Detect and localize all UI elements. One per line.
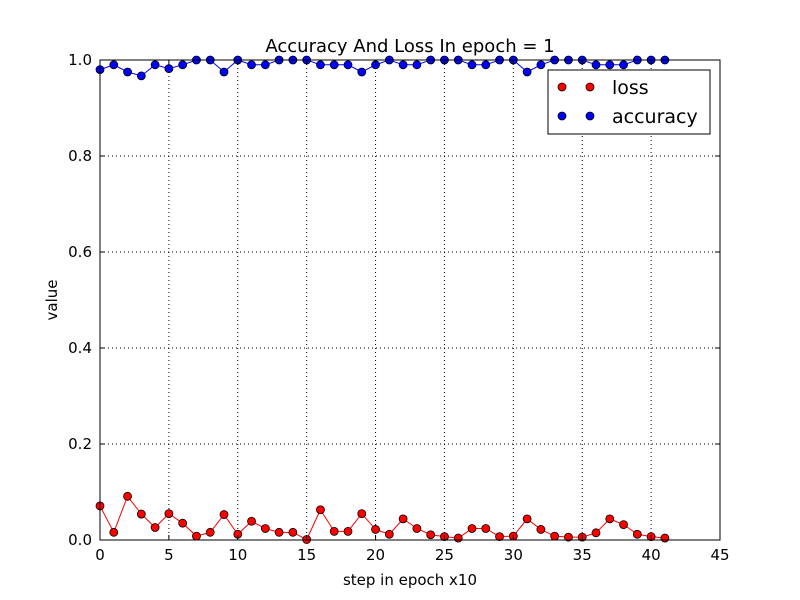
- loss-point: [481, 524, 491, 533]
- loss-point: [205, 527, 215, 537]
- plot-frame: [99, 59, 721, 541]
- loss-point: [219, 510, 229, 519]
- x-tick-label: 30: [504, 546, 523, 564]
- legend-marker-accuracy: [557, 111, 567, 121]
- accuracy-point: [343, 60, 353, 70]
- x-tick-label: 5: [164, 546, 174, 564]
- loss-point: [123, 491, 132, 501]
- accuracy-point: [522, 67, 532, 77]
- loss-point: [398, 514, 408, 524]
- accuracy-point: [467, 60, 477, 70]
- accuracy-point: [260, 60, 270, 70]
- series-accuracy: [95, 55, 670, 81]
- loss-point: [384, 529, 394, 539]
- y-tick-label: 0.4: [68, 339, 92, 357]
- x-tick-label: 35: [573, 546, 592, 564]
- loss-point: [426, 530, 436, 540]
- loss-point: [316, 505, 325, 515]
- loss-point: [632, 529, 642, 539]
- legend-label-loss: loss: [612, 77, 649, 99]
- y-tick-label: 0.2: [68, 435, 92, 453]
- y-tick-label: 0.6: [68, 243, 92, 261]
- loss-point: [660, 533, 670, 543]
- x-tick-label: 40: [642, 546, 661, 564]
- loss-point: [274, 527, 284, 537]
- accuracy-point: [357, 67, 367, 77]
- loss-point: [605, 514, 615, 524]
- x-tick-label: 0: [95, 546, 105, 564]
- x-tick-label: 15: [297, 546, 316, 564]
- loss-point: [591, 528, 601, 538]
- accuracy-point: [316, 60, 325, 70]
- loss-point: [150, 523, 160, 532]
- y-axis-label: value: [43, 280, 61, 321]
- accuracy-point: [136, 71, 146, 81]
- legend-box: [547, 69, 711, 135]
- loss-point: [412, 524, 422, 533]
- legend-marker-loss: [557, 82, 567, 92]
- x-tick-label: 10: [228, 546, 247, 564]
- accuracy-point: [605, 60, 615, 70]
- accuracy-point: [398, 60, 408, 70]
- loss-point: [136, 509, 146, 519]
- accuracy-point: [412, 60, 422, 70]
- x-axis-label: step in epoch x10: [343, 571, 477, 589]
- loss-point: [564, 532, 573, 542]
- accuracy-point: [150, 60, 160, 70]
- accuracy-point: [619, 60, 628, 70]
- y-tick-label: 1.0: [68, 51, 92, 69]
- loss-point: [550, 531, 560, 541]
- y-tick-label: 0.0: [68, 531, 92, 549]
- accuracy-point: [164, 64, 174, 74]
- loss-point: [619, 520, 628, 530]
- loss-point: [357, 509, 367, 518]
- loss-point: [247, 516, 256, 526]
- loss-point: [288, 527, 298, 537]
- accuracy-point: [481, 60, 491, 70]
- x-tick-label: 20: [366, 546, 385, 564]
- loss-point: [343, 526, 353, 536]
- grid: [100, 60, 720, 540]
- loss-point: [178, 518, 188, 528]
- legend-label-accuracy: accuracy: [612, 106, 698, 128]
- y-tick-label: 0.8: [68, 147, 92, 165]
- accuracy-point: [219, 67, 229, 77]
- x-tick-label: 25: [435, 546, 454, 564]
- chart-title: Accuracy And Loss In epoch = 1: [265, 36, 554, 57]
- x-tick-label: 45: [710, 546, 729, 564]
- loss-point: [371, 525, 380, 534]
- loss-point: [453, 533, 463, 543]
- loss-point: [192, 531, 201, 541]
- loss-point: [536, 525, 546, 534]
- ticks: 0 5 10 15 20 25 30 35 40 45 0.0 0.2 0.4 0.6 0.8 1.0: [68, 51, 729, 564]
- accuracy-point: [591, 60, 601, 70]
- legend: loss accuracy: [547, 69, 711, 135]
- accuracy-point: [329, 60, 339, 70]
- accuracy-point: [109, 60, 119, 70]
- accuracy-point: [247, 60, 256, 70]
- loss-point: [522, 514, 532, 524]
- accuracy-point: [536, 60, 546, 70]
- loss-point: [164, 509, 174, 518]
- legend-marker-accuracy: [585, 111, 595, 121]
- loss-point: [495, 532, 504, 542]
- loss-point: [109, 527, 119, 537]
- accuracy-point: [123, 67, 132, 77]
- loss-point: [467, 524, 477, 533]
- loss-point: [329, 526, 339, 536]
- accuracy-point: [178, 60, 188, 70]
- loss-point: [260, 524, 270, 533]
- legend-marker-loss: [585, 82, 595, 92]
